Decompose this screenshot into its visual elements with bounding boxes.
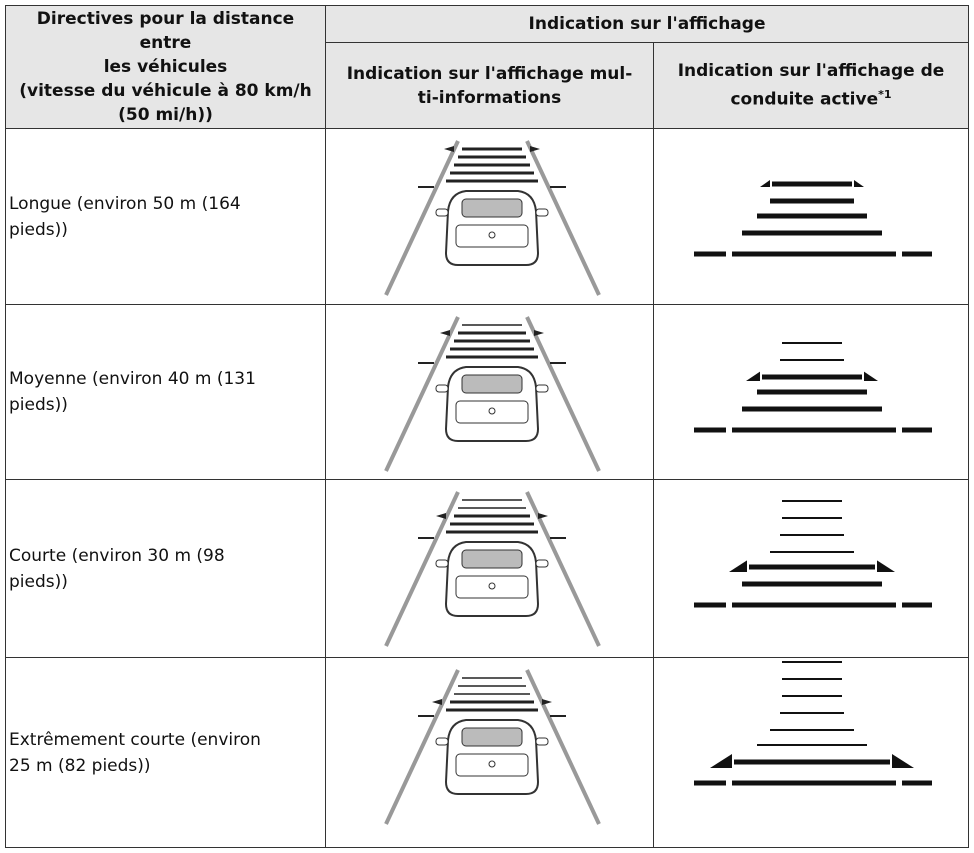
multi-info-illustration <box>384 491 601 647</box>
arrow <box>542 699 552 705</box>
header-text: Indication sur l'affichage mul- <box>346 63 633 84</box>
road-line <box>525 669 601 825</box>
arrow <box>432 699 442 705</box>
mirror <box>435 559 449 568</box>
multi-info-illustration <box>384 140 601 296</box>
body-row: Courte (environ 30 m (98 pieds)) <box>5 479 969 658</box>
car-window <box>461 549 523 569</box>
body-row: Extrêmement courte (environ 25 m (82 pie… <box>5 657 969 848</box>
mirror <box>435 208 449 217</box>
mirror <box>535 737 549 746</box>
emblem <box>488 760 496 768</box>
mirror <box>535 208 549 217</box>
distance-table: Directives pour la distance entre les véh… <box>5 5 969 848</box>
arrow <box>760 180 770 187</box>
arrow <box>538 513 548 519</box>
mirror <box>435 737 449 746</box>
arrow <box>440 330 450 336</box>
header-cell: Directives pour la distance entre les véh… <box>5 5 326 129</box>
car-window <box>461 198 523 218</box>
active-display-illustration <box>694 500 932 608</box>
active-display-illustration <box>694 661 932 786</box>
header-cell: Indication sur l'affichage mul-ti-inform… <box>325 42 654 129</box>
header-cell: Indication sur l'affichage de conduite ac… <box>653 42 969 129</box>
mirror <box>535 384 549 393</box>
road-line <box>525 140 601 296</box>
footnote-mark: *1 <box>878 88 892 102</box>
road-line <box>525 491 601 647</box>
arrow <box>892 754 914 768</box>
emblem <box>488 231 496 239</box>
road-line <box>384 140 460 296</box>
header-text: Directives pour la distance entre <box>36 9 295 53</box>
car-window <box>461 727 523 747</box>
header-row: Directives pour la distance entre les véh… <box>5 5 969 129</box>
arrow <box>444 146 454 152</box>
cell <box>325 128 654 305</box>
active-display-illustration <box>694 180 932 257</box>
cell <box>325 479 654 658</box>
arrow <box>746 371 760 381</box>
road-line <box>384 316 460 472</box>
multi-info-illustration <box>384 316 601 472</box>
active-display-illustration <box>694 342 932 433</box>
cell <box>325 304 654 480</box>
row-label: Moyenne (environ 40 m (131 pieds)) <box>5 304 326 480</box>
cell <box>653 304 969 480</box>
header-text: conduite active <box>730 89 879 110</box>
cell <box>653 128 969 305</box>
header-text: les véhicules <box>103 57 228 77</box>
body-row: Moyenne (environ 40 m (131 pieds)) <box>5 304 969 480</box>
row-label: Extrêmement courte (environ 25 m (82 pie… <box>5 657 326 848</box>
car-trunk <box>455 753 529 777</box>
mirror <box>435 384 449 393</box>
cell <box>325 657 654 848</box>
emblem <box>488 582 496 590</box>
arrow <box>710 754 732 768</box>
arrow <box>864 371 878 381</box>
mirror <box>535 559 549 568</box>
arrow <box>729 560 747 572</box>
body-row: Longue (environ 50 m (164 pieds)) <box>5 128 969 305</box>
road-line <box>525 316 601 472</box>
cell <box>653 657 969 848</box>
car-window <box>461 374 523 394</box>
car-trunk <box>455 400 529 424</box>
arrow <box>436 513 446 519</box>
row-label: Longue (environ 50 m (164 pieds)) <box>5 128 326 305</box>
road-line <box>384 669 460 825</box>
header-text: Indication sur l'affichage de <box>677 61 945 82</box>
header-text: Indication sur l'affichage <box>528 14 766 34</box>
car-trunk <box>455 575 529 599</box>
arrow <box>534 330 544 336</box>
header-text: (vitesse du véhicule à 80 km/h <box>19 81 312 101</box>
car-trunk <box>455 224 529 248</box>
header-row: Indication sur l'affichage mul-ti-inform… <box>6 42 969 129</box>
header-text: (50 mi/h)) <box>118 105 213 125</box>
multi-info-illustration <box>384 669 601 825</box>
arrow <box>877 560 895 572</box>
header-text: ti-informations <box>417 87 562 108</box>
cell <box>653 479 969 658</box>
emblem <box>488 407 496 415</box>
header-cell: Indication sur l'affichage <box>325 5 969 43</box>
arrow <box>530 146 540 152</box>
arrow <box>854 180 864 187</box>
row-label: Courte (environ 30 m (98 pieds)) <box>5 479 326 658</box>
